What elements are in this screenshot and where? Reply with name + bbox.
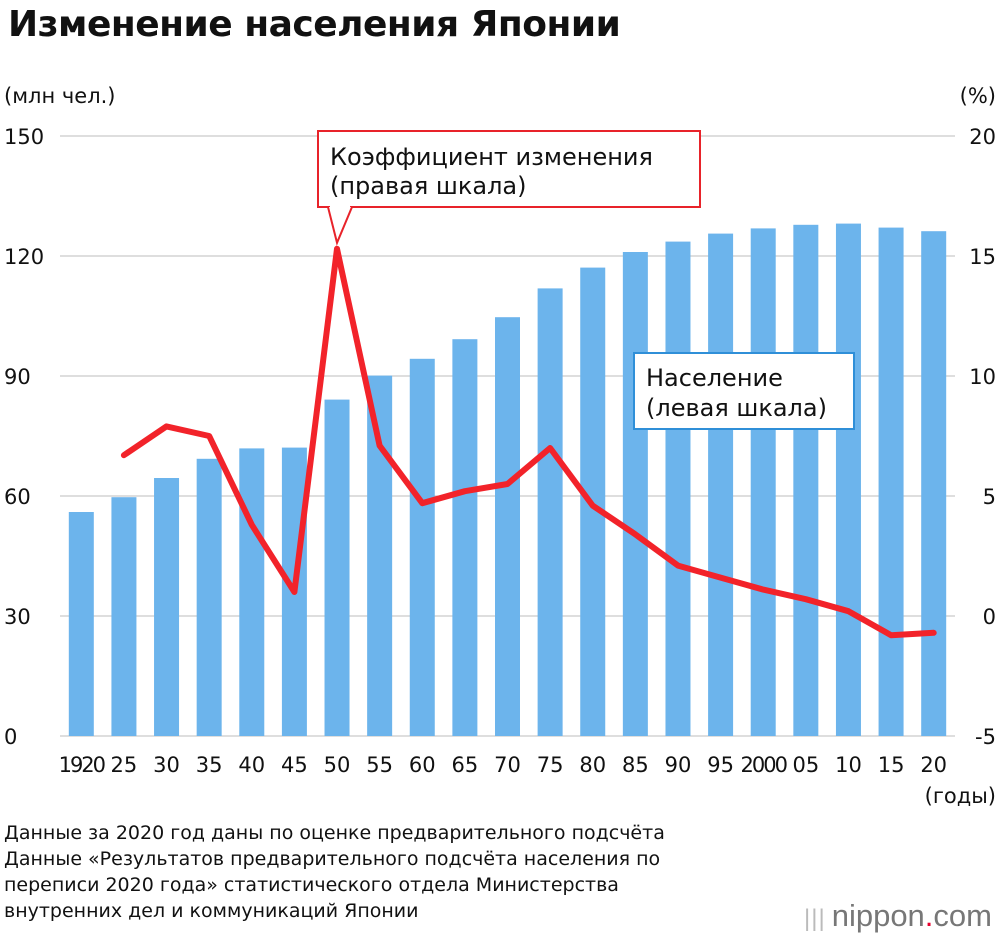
- population-bar: [708, 233, 734, 736]
- nippon-logo: ||| nippon.com: [804, 898, 992, 934]
- x-tick-label: 80: [579, 753, 606, 777]
- right-axis-unit: (%): [959, 84, 996, 108]
- x-tick-label: 15: [878, 753, 905, 777]
- population-bar: [367, 375, 393, 736]
- population-bar: [239, 448, 265, 736]
- x-tick-label: 75: [537, 753, 564, 777]
- x-tick-label: 10: [835, 753, 862, 777]
- change-rate-callout-box: [317, 130, 701, 208]
- population-bar: [154, 478, 180, 736]
- population-bar: [878, 227, 904, 736]
- change-rate-callout-pointer: [327, 206, 353, 246]
- x-tick-label: 65: [452, 753, 479, 777]
- source-note-line-3: переписи 2020 года» статистического отде…: [4, 874, 619, 896]
- x-tick-label: 20: [920, 753, 947, 777]
- x-tick-label: 70: [494, 753, 521, 777]
- right-tick-label: 5: [983, 485, 996, 509]
- logo-name: nippon: [831, 898, 925, 933]
- x-tick-label: 25: [111, 753, 138, 777]
- population-bar: [622, 252, 648, 736]
- population-bar: [665, 241, 691, 736]
- x-tick-label: 35: [196, 753, 223, 777]
- change-rate-callout-line-2: (правая шкала): [330, 172, 527, 200]
- population-bar: [750, 228, 776, 736]
- left-tick-label: 150: [4, 125, 44, 149]
- x-tick-label: 50: [324, 753, 351, 777]
- population-bar: [921, 231, 947, 736]
- population-bar: [196, 458, 222, 736]
- right-tick-label: 15: [969, 245, 996, 269]
- change-rate-line: [120, 245, 937, 639]
- population-bar: [835, 223, 861, 737]
- left-tick-label: 60: [4, 485, 31, 509]
- x-tick-label: 05: [792, 753, 819, 777]
- x-tick-label: 85: [622, 753, 649, 777]
- right-tick-label: 0: [983, 605, 996, 629]
- population-bar: [409, 358, 435, 736]
- x-axis-unit: (годы): [924, 784, 996, 808]
- population-callout-line-2: (левая шкала): [646, 394, 827, 422]
- logo-bars-icon: |||: [804, 905, 826, 932]
- population-bar: [452, 339, 478, 736]
- logo-dot: .: [924, 898, 934, 933]
- source-note-line-2: Данные «Результатов предварительного под…: [4, 848, 661, 870]
- x-tick-label: 1920: [59, 753, 105, 777]
- x-tick-label: 60: [409, 753, 436, 777]
- right-tick-label: 10: [969, 365, 996, 389]
- change-rate-callout-line-1: Коэффициент изменения: [330, 143, 653, 171]
- population-bar: [793, 224, 819, 737]
- right-tick-label: -5: [975, 725, 996, 749]
- x-tick-label: 2000: [740, 753, 786, 777]
- source-note-line-4: внутренних дел и коммуникаций Японии: [4, 900, 419, 922]
- x-tick-label: 90: [665, 753, 692, 777]
- left-tick-label: 120: [4, 245, 44, 269]
- population-bar: [495, 317, 520, 736]
- left-tick-label: 0: [4, 725, 17, 749]
- x-tick-label: 45: [281, 753, 308, 777]
- x-tick-label: 30: [153, 753, 180, 777]
- population-bar: [68, 512, 94, 736]
- x-tick-label: 40: [238, 753, 265, 777]
- population-bar: [324, 399, 350, 736]
- x-tick-label: 95: [707, 753, 734, 777]
- left-tick-label: 90: [4, 365, 31, 389]
- population-bar: [537, 288, 563, 736]
- left-axis-unit: (млн чел.): [4, 84, 116, 108]
- population-bar: [111, 497, 137, 736]
- population-callout-line-1: Население: [646, 364, 783, 392]
- x-tick-label: 55: [366, 753, 393, 777]
- right-tick-label: 20: [969, 125, 996, 149]
- left-tick-label: 30: [4, 605, 31, 629]
- source-note-line-1: Данные за 2020 год даны по оценке предва…: [4, 822, 665, 844]
- population-callout-box: [633, 352, 855, 430]
- logo-suffix: com: [933, 898, 992, 933]
- chart-title: Изменение населения Японии: [8, 4, 621, 45]
